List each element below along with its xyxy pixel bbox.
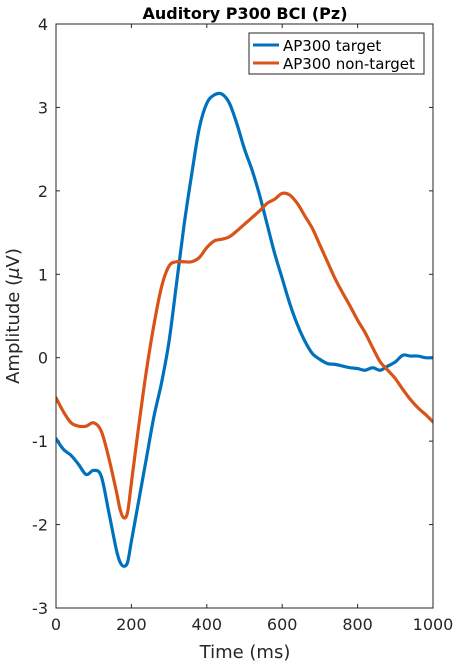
series-line-non-target bbox=[56, 191, 433, 520]
legend: AP300 target AP300 non-target bbox=[248, 32, 425, 75]
y-tick-label: 0 bbox=[38, 349, 48, 368]
axis-ticks bbox=[55, 23, 434, 609]
y-tick-label: 2 bbox=[38, 182, 48, 201]
legend-label-non-target: AP300 non-target bbox=[283, 55, 415, 73]
y-tick-label: -3 bbox=[32, 599, 48, 618]
y-tick-label: 3 bbox=[38, 98, 48, 117]
plot-border bbox=[55, 23, 434, 609]
y-tick-label: -1 bbox=[32, 432, 48, 451]
y-tick-label: 4 bbox=[38, 15, 48, 34]
legend-box bbox=[248, 32, 425, 75]
series-lines bbox=[56, 91, 433, 568]
x-tick-label: 1000 bbox=[413, 615, 454, 634]
x-tick-label: 800 bbox=[342, 615, 373, 634]
legend-label-target: AP300 target bbox=[283, 37, 381, 55]
y-tick-label: -2 bbox=[32, 516, 48, 535]
axes-box bbox=[55, 23, 434, 609]
x-tick-label: 200 bbox=[116, 615, 147, 634]
series-line-target bbox=[56, 91, 433, 568]
y-axis-label: Amplitude (μV) bbox=[3, 248, 24, 384]
x-axis-label: Time (ms) bbox=[199, 642, 291, 663]
x-tick-label: 0 bbox=[51, 615, 61, 634]
chart-title: Auditory P300 BCI (Pz) bbox=[142, 4, 347, 23]
y-tick-label: 1 bbox=[38, 265, 48, 284]
x-tick-label: 400 bbox=[192, 615, 223, 634]
x-tick-label: 600 bbox=[267, 615, 298, 634]
tick-labels: 0 200 400 600 800 1000 -3 -2 -1 0 1 2 3 4 bbox=[32, 15, 453, 634]
